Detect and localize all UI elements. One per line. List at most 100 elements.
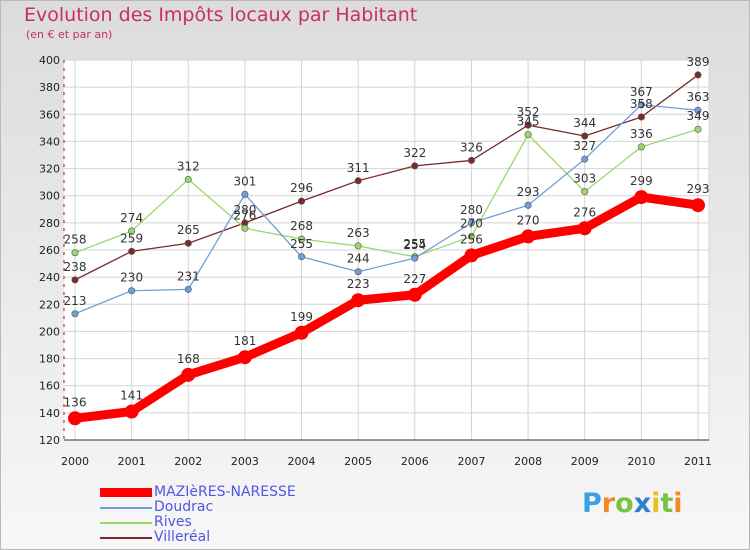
data-label: 367 (630, 85, 653, 99)
legend-swatch (100, 537, 152, 539)
data-label: 244 (347, 252, 370, 266)
data-point (694, 125, 702, 133)
data-label: 238 (64, 260, 87, 274)
data-label: 259 (120, 231, 143, 245)
data-point (637, 101, 645, 109)
y-tick-label: 140 (39, 407, 60, 420)
data-label: 322 (403, 146, 426, 160)
data-point (691, 198, 705, 213)
data-label: 301 (233, 174, 256, 188)
data-label: 344 (573, 116, 596, 130)
data-point (521, 229, 536, 244)
x-tick-label: 2007 (457, 455, 485, 468)
data-point (351, 293, 366, 308)
legend-label: Doudrac (154, 499, 214, 515)
data-labels: 238 259 265 280 296 311 322 326 352 344 358 389 258 2… (64, 55, 710, 409)
y-tick-label: 400 (39, 54, 60, 67)
data-label: 223 (347, 277, 370, 291)
data-point (181, 367, 196, 382)
data-label: 268 (290, 219, 313, 233)
grid (64, 59, 710, 441)
x-tick-label: 2003 (231, 455, 259, 468)
legend-swatch (100, 522, 152, 524)
data-label: 363 (687, 90, 710, 104)
y-tick-label: 220 (39, 298, 60, 311)
series-mazières-naresse (68, 190, 705, 426)
y-tick-label: 120 (39, 434, 60, 447)
data-point (298, 253, 306, 261)
x-tick-label: 2010 (627, 455, 655, 468)
legend-label: Rives (154, 514, 192, 530)
data-point (467, 232, 475, 240)
legend-label: MAZIèRES-NARESSE (154, 484, 296, 500)
data-label: 327 (573, 139, 596, 153)
data-point (467, 219, 475, 227)
y-tick-label: 240 (39, 271, 60, 284)
data-label: 296 (290, 181, 313, 195)
data-point (524, 131, 532, 139)
y-tick-label: 340 (39, 135, 60, 148)
data-label: 255 (290, 237, 313, 251)
data-label: 141 (120, 389, 143, 403)
data-label: 263 (347, 226, 370, 240)
data-label: 303 (573, 172, 596, 186)
data-point (354, 177, 362, 185)
x-tick-label: 2005 (344, 455, 372, 468)
chart-subtitle: (en € et par an) (26, 28, 113, 41)
series-line (74, 74, 699, 281)
data-label: 230 (120, 271, 143, 285)
data-label: 312 (177, 159, 200, 173)
y-tick-label: 360 (39, 108, 60, 121)
data-label: 265 (177, 223, 200, 237)
data-point (71, 249, 79, 257)
data-point (354, 268, 362, 276)
x-tick-label: 2000 (61, 455, 89, 468)
series-layer (68, 71, 705, 426)
data-label: 326 (460, 140, 483, 154)
data-label: 352 (517, 105, 540, 119)
series-line (74, 128, 699, 258)
y-tick-label: 160 (39, 380, 60, 393)
data-point (128, 227, 136, 235)
data-label: 389 (687, 55, 710, 69)
data-label: 349 (687, 109, 710, 123)
data-point (241, 190, 249, 198)
data-point (124, 404, 139, 419)
series-villeréal (71, 71, 702, 284)
data-label: 136 (64, 395, 87, 409)
data-point (354, 242, 362, 250)
chart-title: Evolution des Impôts locaux par Habitant (24, 4, 418, 26)
data-point (71, 276, 79, 284)
data-point (634, 190, 649, 205)
data-label: 270 (517, 213, 540, 227)
data-label: 258 (64, 233, 87, 247)
data-label: 280 (233, 203, 256, 217)
data-point (411, 254, 419, 262)
data-point (184, 175, 192, 183)
data-point (694, 106, 702, 114)
data-label: 181 (233, 334, 256, 348)
y-tick-label: 300 (39, 190, 60, 203)
data-label: 311 (347, 161, 370, 175)
data-point (694, 71, 702, 79)
y-tick-label: 280 (39, 217, 60, 230)
data-point (294, 325, 309, 340)
data-label: 254 (403, 238, 426, 252)
data-point (71, 310, 79, 318)
x-tick-label: 2004 (288, 455, 316, 468)
data-label: 270 (460, 216, 483, 230)
data-label: 276 (233, 208, 256, 222)
x-tick-label: 2011 (684, 455, 712, 468)
series-line (70, 192, 703, 423)
data-label: 280 (460, 203, 483, 217)
data-point (637, 113, 645, 121)
series-line (74, 104, 699, 315)
x-tick-label: 2001 (118, 455, 146, 468)
y-tick-label: 260 (39, 244, 60, 257)
x-tick-label: 2006 (401, 455, 429, 468)
data-point (298, 235, 306, 243)
data-point (524, 121, 532, 129)
data-point (184, 239, 192, 247)
x-tick-label: 2009 (571, 455, 599, 468)
x-tick-label: 2002 (174, 455, 202, 468)
